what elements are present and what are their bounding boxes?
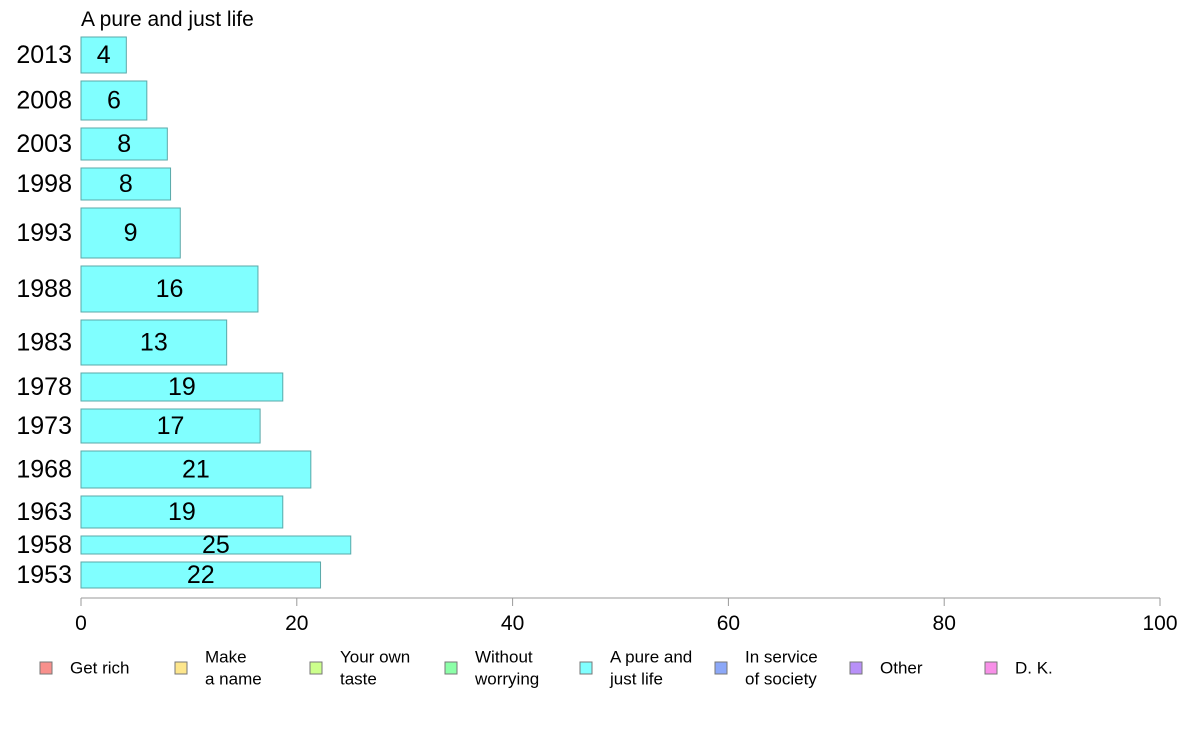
y-tick-label-1978: 1978 (16, 373, 72, 401)
legend-swatch (174, 661, 188, 675)
bar-2008 (80, 80, 148, 121)
bar-1963 (80, 495, 284, 529)
data-label-2013: 4 (97, 41, 111, 69)
bar-1958 (80, 535, 352, 555)
legend: Get rich Make a name Your own taste Without wo… (39, 648, 1053, 689)
y-tick-label-1953: 1953 (16, 561, 72, 589)
x-tick-label-100: 100 (1142, 612, 1177, 635)
legend-label: worrying (474, 670, 539, 689)
y-tick-label-1998: 1998 (16, 170, 72, 198)
y-tick-label-1983: 1983 (16, 329, 72, 357)
legend-label: Without (475, 648, 533, 667)
data-label-1983: 13 (140, 329, 168, 357)
y-tick-label-1968: 1968 (16, 456, 72, 484)
legend-swatch (444, 661, 458, 675)
chart-title: A pure and just life (81, 8, 254, 31)
legend-swatch (849, 661, 863, 675)
y-tick-label-1993: 1993 (16, 219, 72, 247)
data-label-1993: 9 (124, 219, 138, 247)
bar-group: 2013 4 2008 6 2003 8 1998 8 1993 9 1988 16 1983 13 197… (16, 36, 352, 589)
x-tick-label-80: 80 (933, 612, 956, 635)
legend-label: In service (745, 648, 818, 667)
data-label-1953: 22 (187, 561, 215, 589)
x-tick-label-20: 20 (285, 612, 308, 635)
data-label-2008: 6 (107, 87, 121, 115)
y-tick-label-2008: 2008 (16, 87, 72, 115)
legend-label: Your own (340, 648, 410, 667)
y-tick-label-1988: 1988 (16, 275, 72, 303)
y-tick-label-2003: 2003 (16, 130, 72, 158)
legend-label: of society (745, 670, 817, 689)
y-tick-label-1973: 1973 (16, 412, 72, 440)
data-label-1978: 19 (168, 373, 196, 401)
x-tick-label-60: 60 (717, 612, 740, 635)
bar-2013 (80, 36, 127, 74)
legend-label: a name (205, 670, 262, 689)
x-axis-ticks: 0 20 40 60 80 100 (75, 598, 1178, 635)
y-tick-label-1963: 1963 (16, 498, 72, 526)
bar-1993 (80, 207, 181, 259)
legend-label: D. K. (1015, 659, 1053, 678)
data-label-1988: 16 (156, 275, 184, 303)
legend-label: just life (609, 670, 663, 689)
legend-swatch (714, 661, 728, 675)
legend-label: Make (205, 648, 247, 667)
x-tick-label-40: 40 (501, 612, 524, 635)
data-label-2003: 8 (117, 130, 131, 158)
legend-label: Other (880, 659, 923, 678)
bar-1988 (80, 265, 259, 313)
data-label-1973: 17 (157, 412, 185, 440)
y-tick-label-2013: 2013 (16, 41, 72, 69)
x-tick-label-0: 0 (75, 612, 87, 635)
legend-label: Get rich (70, 659, 130, 678)
bar-1973 (80, 408, 261, 444)
legend-swatch (579, 661, 593, 675)
bar-1978 (80, 372, 284, 402)
bar-1983 (80, 319, 228, 366)
data-label-1963: 19 (168, 498, 196, 526)
y-tick-label-1958: 1958 (16, 531, 72, 559)
data-label-1958: 25 (202, 531, 230, 559)
legend-swatch (39, 661, 53, 675)
legend-swatch (309, 661, 323, 675)
data-label-1968: 21 (182, 456, 210, 484)
data-label-1998: 8 (119, 170, 133, 198)
bar-1968 (80, 450, 312, 489)
bar-1953 (80, 561, 322, 589)
bar-2003 (80, 127, 168, 161)
legend-swatch (984, 661, 998, 675)
legend-label: taste (340, 670, 377, 689)
bar-1998 (80, 167, 172, 201)
legend-label: A pure and (610, 648, 692, 667)
